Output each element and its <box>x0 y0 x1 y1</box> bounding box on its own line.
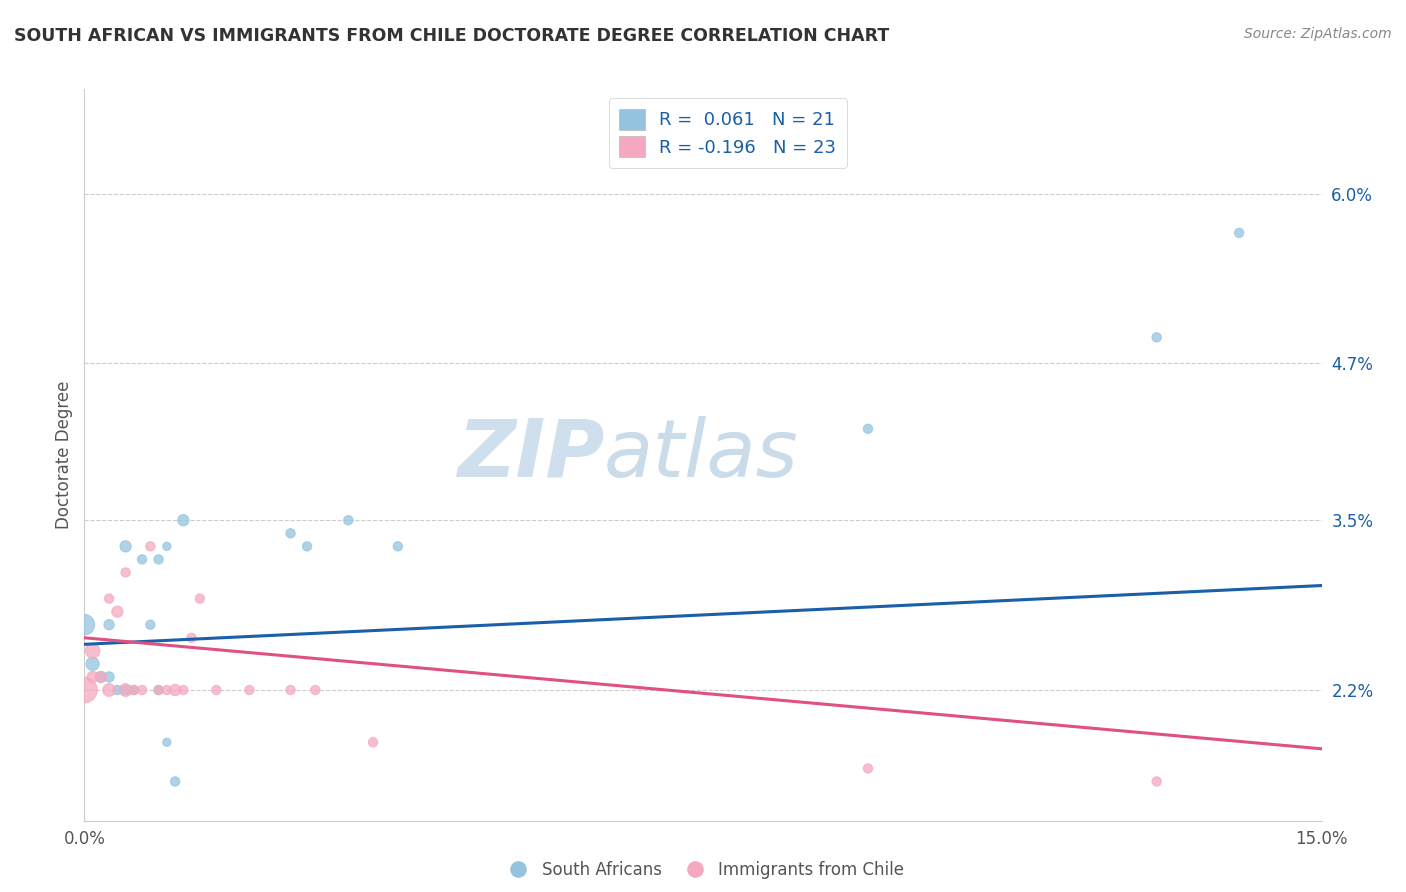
Point <box>73 683 96 698</box>
Point <box>131 552 153 566</box>
Point <box>172 513 194 527</box>
Point <box>122 683 145 698</box>
Point <box>156 539 179 553</box>
Text: atlas: atlas <box>605 416 799 494</box>
Point <box>1227 226 1250 240</box>
Point <box>114 683 136 698</box>
Point <box>1146 330 1168 344</box>
Point <box>1146 774 1168 789</box>
Point <box>139 539 162 553</box>
Point <box>131 683 153 698</box>
Point <box>361 735 384 749</box>
Point <box>188 591 211 606</box>
Point <box>337 513 360 527</box>
Point <box>114 539 136 553</box>
Point <box>90 670 112 684</box>
Point <box>148 683 170 698</box>
Point <box>238 683 260 698</box>
Point <box>139 617 162 632</box>
Point <box>280 526 302 541</box>
Text: ZIP: ZIP <box>457 416 605 494</box>
Point <box>82 670 104 684</box>
Y-axis label: Doctorate Degree: Doctorate Degree <box>55 381 73 529</box>
Point <box>172 683 194 698</box>
Point <box>98 617 121 632</box>
Point <box>156 735 179 749</box>
Point <box>73 617 96 632</box>
Point <box>122 683 145 698</box>
Point <box>105 605 128 619</box>
Point <box>90 670 112 684</box>
Point <box>114 566 136 580</box>
Point <box>114 683 136 698</box>
Point <box>304 683 326 698</box>
Point <box>105 683 128 698</box>
Point <box>856 761 879 775</box>
Point <box>156 683 179 698</box>
Point <box>280 683 302 698</box>
Point <box>165 774 187 789</box>
Point <box>180 631 202 645</box>
Point <box>205 683 228 698</box>
Point <box>98 683 121 698</box>
Text: SOUTH AFRICAN VS IMMIGRANTS FROM CHILE DOCTORATE DEGREE CORRELATION CHART: SOUTH AFRICAN VS IMMIGRANTS FROM CHILE D… <box>14 27 890 45</box>
Point <box>148 683 170 698</box>
Point <box>98 670 121 684</box>
Point <box>295 539 318 553</box>
Point <box>98 591 121 606</box>
Text: Source: ZipAtlas.com: Source: ZipAtlas.com <box>1244 27 1392 41</box>
Point <box>165 683 187 698</box>
Point <box>148 552 170 566</box>
Point <box>82 657 104 671</box>
Point <box>856 422 879 436</box>
Point <box>387 539 409 553</box>
Legend: South Africans, Immigrants from Chile: South Africans, Immigrants from Chile <box>495 855 911 886</box>
Point <box>82 644 104 658</box>
